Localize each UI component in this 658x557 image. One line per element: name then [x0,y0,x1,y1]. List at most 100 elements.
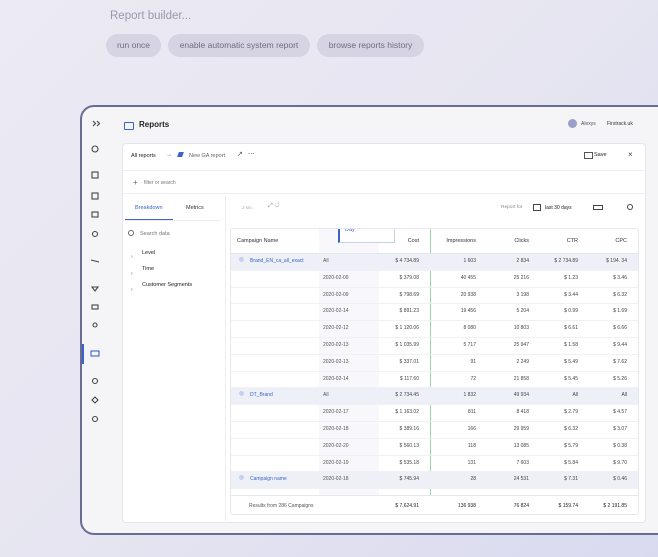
value-cell: 25 947 [513,342,529,348]
breadcrumb-root[interactable]: All reports [131,153,156,159]
tree-item[interactable]: Customer Segments [142,282,193,288]
settings-button[interactable] [627,204,633,210]
value-cell: $ 194. 34 [606,258,627,264]
expand-tools[interactable]: ⤢ ↺ [268,203,280,209]
value-cell: 811 [468,409,476,416]
day-cell: 2020-02-18 [323,426,349,432]
value-cell: 29 959 [513,426,529,432]
day-header-box [338,229,395,243]
column-header: Campaign Name [237,238,279,244]
header-divider [231,253,638,254]
nav-icon[interactable] [91,171,99,179]
nav-icon[interactable] [91,230,99,238]
plus-icon: + [133,178,138,187]
tab[interactable]: Metrics [186,205,204,211]
nav-icon[interactable] [91,192,99,200]
search-input[interactable]: Search data [140,231,170,237]
value-cell: $ 6.32 [564,426,578,432]
search-icon [128,230,134,236]
nav-icon[interactable] [91,145,99,153]
campaign-name: Brand_EN_ca_all_exact [250,258,304,264]
row-divider [231,353,638,355]
tab-underline [125,219,173,221]
value-cell: 10 803 [513,325,529,332]
day-cell: 2020-02-19 [323,459,349,466]
user-name[interactable]: Alexys [581,121,596,127]
value-cell: $ 4.57 [613,409,627,416]
value-cell: 8 080 [463,325,476,332]
value-cell: 118 [468,442,476,449]
expand-icon[interactable] [92,120,101,127]
tab-active[interactable]: Breakdown [135,205,163,211]
value-cell: $ 379.08 [399,274,419,281]
nav-icon[interactable] [91,396,99,404]
nav-icon-active[interactable] [90,350,100,357]
avatar[interactable] [568,119,577,128]
day-cell: 2020-02-20 [323,442,349,449]
nav-icon[interactable] [91,304,99,310]
value-cell: 1 832 [463,392,476,399]
history-button[interactable]: browse reports history [317,34,424,57]
value-cell: 91 [470,358,476,365]
nav-icon[interactable] [91,377,99,385]
row-divider [231,337,638,338]
nav-icon[interactable] [90,259,100,263]
day-cell: 2020-02-18 [323,476,349,483]
save-button[interactable]: Save [594,152,607,158]
value-cell: $ 1.69 [613,308,627,315]
value-cell: $ 5.49 [564,358,578,365]
campaign-icon [239,391,244,397]
value-cell: $ 535.18 [399,459,419,466]
value-cell: 131 [467,459,476,466]
save-icon [584,152,593,159]
value-cell: All [621,392,627,399]
nav-icon[interactable] [92,322,98,328]
breadcrumb-tools[interactable]: ↗⋯ [237,151,260,158]
report-for-label: Report for [501,205,523,210]
value-cell: $ 9.70 [613,459,627,466]
close-button[interactable]: × [628,150,633,159]
campaign-name: Campaign name [250,476,287,483]
filter-input[interactable]: filter or search [144,180,176,186]
zoom-label[interactable]: 2 sm. [242,205,254,210]
value-cell: 5 717 [463,342,476,348]
value-cell: 25 216 [513,274,529,281]
breadcrumb-current[interactable]: New GA report [189,153,226,159]
value-cell: 5 204 [516,308,529,315]
value-cell: 3 198 [516,291,529,298]
group-row-bg [231,388,638,406]
row-divider [231,437,638,439]
day-cell: 2020-02-13 [323,358,349,365]
divider [122,193,644,194]
nav-icon[interactable] [90,286,100,292]
tree-item[interactable]: Level [142,250,156,256]
run-once-button[interactable]: run once [106,34,161,57]
account-name[interactable]: Firstrack.uk [607,121,633,127]
auto-report-button[interactable]: enable automatic system report [168,34,310,57]
page-title: Report builder... [110,10,192,22]
value-cell: $ 389.16 [399,426,419,432]
value-cell: $ 0.99 [564,308,578,315]
value-cell: 40 455 [460,274,476,281]
nav-icon[interactable] [91,415,99,423]
section-title: Reports [139,120,170,129]
value-cell: $ 560.13 [399,442,419,449]
value-cell: $ 7.62 [613,358,627,365]
date-range[interactable]: last 30 days [545,205,572,211]
value-cell: $ 3.46 [613,274,627,281]
calendar-icon [533,204,541,211]
value-cell: $ 0.46 [613,476,627,483]
row-divider [231,387,638,389]
day-cell: 2020-02-14 [323,375,349,382]
nav-icon[interactable] [91,211,99,218]
reports-icon [124,122,134,130]
value-cell: $ 6.32 [613,291,627,298]
value-cell: 7 603 [516,459,529,466]
footer-total: 76 824 [513,503,529,509]
day-cell: 2020-02-09 [323,274,349,281]
column-header: Cost [407,238,419,244]
value-cell: $ 5.84 [564,459,578,466]
tree-item[interactable]: Time [142,266,155,272]
view-toggle[interactable] [593,205,603,210]
value-cell: 72 [470,375,476,382]
